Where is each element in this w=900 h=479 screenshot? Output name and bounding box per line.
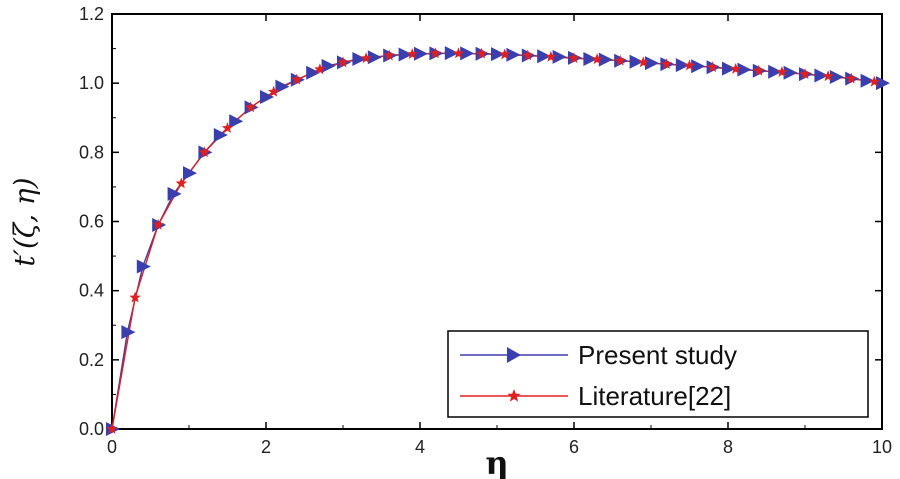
data-point-present-study (829, 69, 844, 84)
y-tick-label: 0.0 (79, 419, 104, 439)
data-point-literature (637, 56, 650, 68)
data-point-literature (729, 62, 742, 74)
data-point-present-study (691, 59, 706, 74)
data-point-literature (406, 48, 419, 59)
data-point-present-study (306, 65, 321, 80)
data-point-literature (175, 177, 188, 189)
x-tick-label: 10 (872, 437, 892, 457)
legend: Present study Literature[22] (447, 330, 869, 418)
data-point-literature (475, 47, 488, 59)
data-point-literature (522, 49, 534, 61)
data-point-present-study (121, 325, 136, 340)
legend-marker-present-study (507, 347, 521, 363)
x-tick-label: 6 (569, 437, 579, 457)
data-point-literature (822, 70, 834, 82)
data-point-literature (106, 423, 118, 434)
data-point-literature (221, 122, 234, 133)
data-point-literature (683, 59, 696, 71)
data-point-present-study (814, 68, 829, 83)
data-point-present-study (783, 65, 798, 80)
data-point-literature (383, 49, 395, 61)
data-point-present-study (367, 50, 382, 65)
x-tick-label: 0 (107, 437, 117, 457)
data-point-present-study (136, 259, 151, 274)
data-point-literature (845, 72, 857, 84)
x-tick-label: 8 (723, 437, 733, 457)
data-point-present-study (414, 46, 428, 61)
x-axis-title: η (485, 444, 508, 479)
data-point-literature (753, 64, 765, 76)
data-point-present-study (645, 56, 659, 71)
data-point-present-study (460, 46, 475, 61)
data-point-present-study (675, 58, 690, 73)
data-point-literature (498, 48, 511, 60)
data-point-present-study (444, 46, 459, 61)
legend-label-literature: Literature[22] (578, 381, 731, 411)
data-point-present-study (768, 64, 783, 79)
axis-tick-labels: 0 2 4 6 8 10 0.0 0.2 0.4 0.6 0.8 1.0 1.2 (79, 4, 892, 457)
data-point-literature (267, 85, 280, 97)
data-point-present-study (321, 58, 336, 73)
data-point-literature (706, 61, 719, 73)
data-point-present-study (213, 128, 228, 143)
data-point-literature (799, 68, 811, 80)
data-point-literature (429, 47, 442, 59)
data-point-present-study (229, 114, 244, 129)
data-point-literature (129, 291, 141, 303)
data-point-present-study (260, 90, 274, 104)
data-point-literature (868, 75, 881, 87)
data-point-literature (614, 54, 626, 66)
data-point-present-study (167, 186, 182, 201)
data-point-present-study (552, 49, 567, 64)
data-point-present-study (629, 54, 644, 69)
data-point-literature (244, 101, 257, 113)
legend-marker-literature (507, 389, 521, 402)
data-point-present-study (537, 49, 552, 64)
data-point-literature (776, 66, 788, 77)
data-point-literature (568, 52, 580, 64)
data-point-present-study (583, 51, 598, 66)
x-tick-label: 4 (415, 437, 425, 457)
y-axis-title: t′(ζ, η) (8, 177, 41, 266)
data-point-present-study (876, 76, 890, 91)
data-point-literature (360, 52, 372, 64)
y-tick-label: 0.8 (79, 142, 104, 162)
data-point-present-study (598, 52, 613, 67)
data-point-literature (314, 63, 326, 75)
data-point-present-study (352, 51, 367, 66)
legend-box (447, 330, 869, 418)
series-layer (106, 46, 890, 436)
data-point-literature (198, 146, 211, 158)
data-point-literature (337, 56, 349, 68)
data-point-present-study (506, 47, 521, 62)
data-point-literature (291, 73, 303, 85)
y-tick-label: 0.4 (79, 281, 104, 301)
y-tick-label: 0.6 (79, 212, 104, 232)
data-point-present-study (183, 166, 197, 181)
data-point-literature (452, 47, 465, 59)
legend-label-present-study: Present study (578, 340, 737, 370)
data-point-present-study (722, 61, 736, 76)
data-point-literature (591, 53, 603, 65)
data-point-present-study (491, 47, 505, 62)
data-point-literature (660, 58, 673, 69)
y-tick-label: 0.2 (79, 350, 104, 370)
data-point-present-study (398, 47, 413, 62)
data-point-present-study (860, 73, 875, 88)
x-tick-label: 2 (261, 437, 271, 457)
data-point-present-study (737, 62, 752, 77)
data-point-literature (152, 218, 164, 230)
data-point-literature (545, 50, 557, 62)
y-tick-label: 1.2 (79, 4, 104, 24)
y-tick-label: 1.0 (79, 73, 104, 93)
